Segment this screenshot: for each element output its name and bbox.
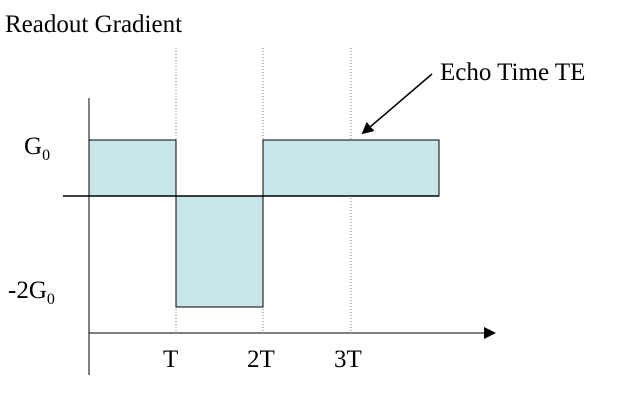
echo-time-arrow — [361, 73, 433, 135]
tick-label-t: T — [163, 346, 178, 373]
tick-label-3t: 3T — [334, 346, 362, 373]
positive-lobe-1 — [88, 139, 177, 197]
minus-2g0-label: -2G0 — [8, 277, 55, 308]
echo-time-label: Echo Time TE — [440, 59, 585, 86]
g0-label: G0 — [24, 133, 50, 164]
diagram-title: Readout Gradient — [5, 11, 182, 38]
negative-lobe — [175, 195, 264, 308]
tick-label-2t: 2T — [247, 346, 275, 373]
positive-lobe-2 — [262, 139, 440, 197]
